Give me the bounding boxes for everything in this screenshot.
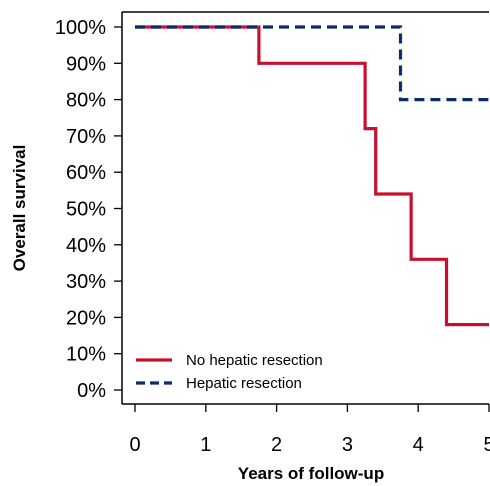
series-line-1 [135, 25, 489, 102]
series-layer [135, 25, 489, 327]
y-tick-label: 10% [66, 344, 106, 366]
y-tick-label: 0% [77, 380, 106, 402]
y-tick-label: 20% [66, 307, 106, 329]
y-tick-label: 40% [66, 235, 106, 257]
x-tick-label: 3 [342, 434, 353, 456]
x-axis: 0 1 2 3 4 5 [129, 404, 490, 456]
y-tick-label: 60% [66, 162, 106, 184]
y-tick-label: 50% [66, 199, 106, 221]
y-tick-label: 90% [66, 53, 106, 75]
legend: No hepatic resection Hepatic resection [136, 352, 323, 392]
plot-frame [121, 11, 489, 405]
y-axis: 0% 10% 20% 30% 40% 50% 60% 70% 80% 90% 100% [55, 17, 122, 402]
series-line-0 [135, 25, 489, 327]
x-tick-label: 5 [483, 434, 490, 456]
x-tick-label: 1 [200, 434, 211, 456]
y-tick-label: 80% [66, 90, 106, 112]
x-tick-label: 4 [413, 434, 424, 456]
x-tick-label: 0 [129, 434, 140, 456]
legend-label: Hepatic resection [186, 375, 302, 392]
x-axis-title: Years of follow-up [238, 464, 384, 483]
x-tick-label: 2 [271, 434, 282, 456]
y-tick-label: 30% [66, 271, 106, 293]
y-axis-title: Overall survival [10, 145, 29, 272]
y-tick-label: 70% [66, 126, 106, 148]
y-tick-label: 100% [55, 17, 106, 39]
legend-label: No hepatic resection [186, 352, 323, 369]
